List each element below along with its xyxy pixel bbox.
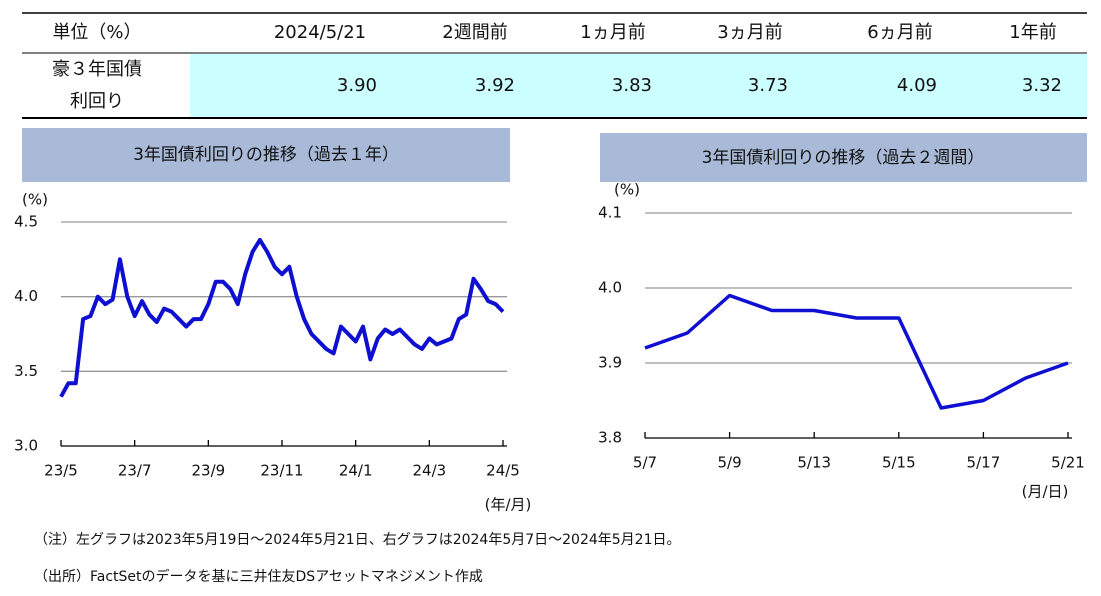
chart-title: 3年国債利回りの推移（過去２週間） <box>702 148 985 168</box>
y-tick-label: 3.8 <box>598 429 622 447</box>
table-value: 3.32 <box>1022 75 1062 96</box>
x-tick-label: 5/7 <box>633 454 657 472</box>
x-tick-label: 23/9 <box>191 462 225 480</box>
note: （注）左グラフは2023年5月19日～2024年5月21日、右グラフは2024年… <box>34 532 681 548</box>
table-value: 3.92 <box>475 75 515 96</box>
table-header: 1ヵ月前 <box>580 22 645 43</box>
source: （出所）FactSetのデータを基に三井住友DSアセットマネジメント作成 <box>34 568 483 585</box>
y-tick-label: 3.5 <box>14 362 38 380</box>
x-tick-label: 23/11 <box>260 462 303 480</box>
x-tick-label: 23/5 <box>44 462 78 480</box>
x-tick-label: 5/13 <box>797 454 831 472</box>
x-axis-unit: (年/月) <box>485 496 532 514</box>
x-tick-label: 24/3 <box>412 462 446 480</box>
x-tick-label: 24/5 <box>486 462 520 480</box>
table-header: 3ヵ月前 <box>717 22 782 43</box>
table-header: 6ヵ月前 <box>867 22 932 43</box>
value-cell-bg <box>190 54 1087 117</box>
x-axis-unit: (月/日) <box>1022 483 1069 501</box>
y-axis-unit: (%) <box>614 181 640 199</box>
chart-title-box <box>600 133 1087 182</box>
x-tick-label: 5/21 <box>1051 454 1085 472</box>
y-tick-label: 3.0 <box>14 437 38 455</box>
table-header: 2週間前 <box>442 22 507 43</box>
table-value: 3.90 <box>337 75 377 96</box>
x-tick-label: 5/15 <box>882 454 916 472</box>
table-value: 3.73 <box>748 75 788 96</box>
chart-title: 3年国債利回りの推移（過去１年） <box>133 145 399 165</box>
y-tick-label: 3.9 <box>598 354 622 372</box>
table-value: 4.09 <box>897 75 937 96</box>
x-tick-label: 5/9 <box>718 454 742 472</box>
y-tick-label: 4.1 <box>598 204 622 222</box>
x-tick-label: 23/7 <box>118 462 152 480</box>
chart-title-box <box>22 128 510 182</box>
y-tick-label: 4.0 <box>14 287 38 305</box>
y-axis-unit: (%) <box>22 191 48 209</box>
table-header: 2024/5/21 <box>274 22 366 43</box>
x-tick-label: 5/17 <box>967 454 1001 472</box>
row-label: 利回り <box>70 91 124 112</box>
data-line <box>644 293 1069 410</box>
y-tick-label: 4.0 <box>598 279 622 297</box>
row-label: 豪３年国債 <box>52 59 142 80</box>
table-value: 3.83 <box>612 75 652 96</box>
y-tick-label: 4.5 <box>14 213 38 231</box>
table-header: 単位（%） <box>52 22 141 43</box>
data-line <box>59 237 505 398</box>
x-tick-label: 24/1 <box>339 462 373 480</box>
table-header: 1年前 <box>1009 22 1056 43</box>
